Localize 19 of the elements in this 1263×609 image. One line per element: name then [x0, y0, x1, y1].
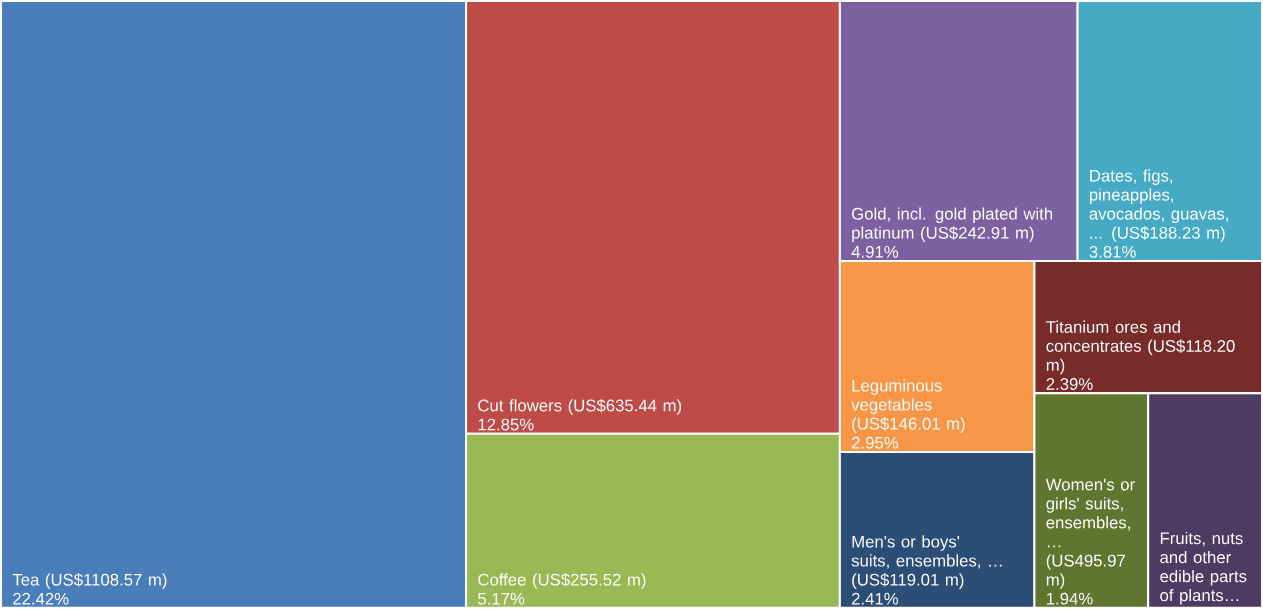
category-label: Fruits, nuts and other edible parts of plants… — [1160, 531, 1247, 605]
data-label: 22.42% — [13, 592, 69, 605]
category-label: Women's or girls' suits, ensembles, … (US495.97 m) — [1045, 478, 1135, 589]
category-label: Titanium ores and concentrates (US$118.20 m) — [1046, 320, 1235, 375]
data-label: 5.17% — [478, 592, 525, 605]
data-label: 4.91% — [851, 245, 899, 258]
category-label: Tea (US$1108.57 m) — [12, 573, 167, 589]
data-label: 2.95% — [852, 436, 899, 449]
data-label: 2.39% — [1046, 378, 1093, 391]
category-label: Coffee (US$255.52 m) — [478, 573, 646, 589]
data-label: 12.85% — [478, 418, 534, 431]
data-label: 3.81% — [1089, 245, 1136, 258]
category-label: Dates, figs, pineapples, avocados, guavas, ... (US$188.23 m) — [1089, 169, 1228, 243]
data-label: 1.94% — [1047, 592, 1093, 605]
category-label: Gold, incl. gold plated with platinum (US$242.91 m) — [852, 207, 1053, 243]
data-label: 2.41% — [852, 592, 899, 605]
category-label: Cut flowers (US$635.44 m) — [478, 398, 682, 415]
category-label: Men's or boys' suits, ensembles, … (US$119.01 m) — [851, 535, 1002, 589]
category-label: Leguminous vegetables (US$146.01 m) — [851, 379, 965, 433]
